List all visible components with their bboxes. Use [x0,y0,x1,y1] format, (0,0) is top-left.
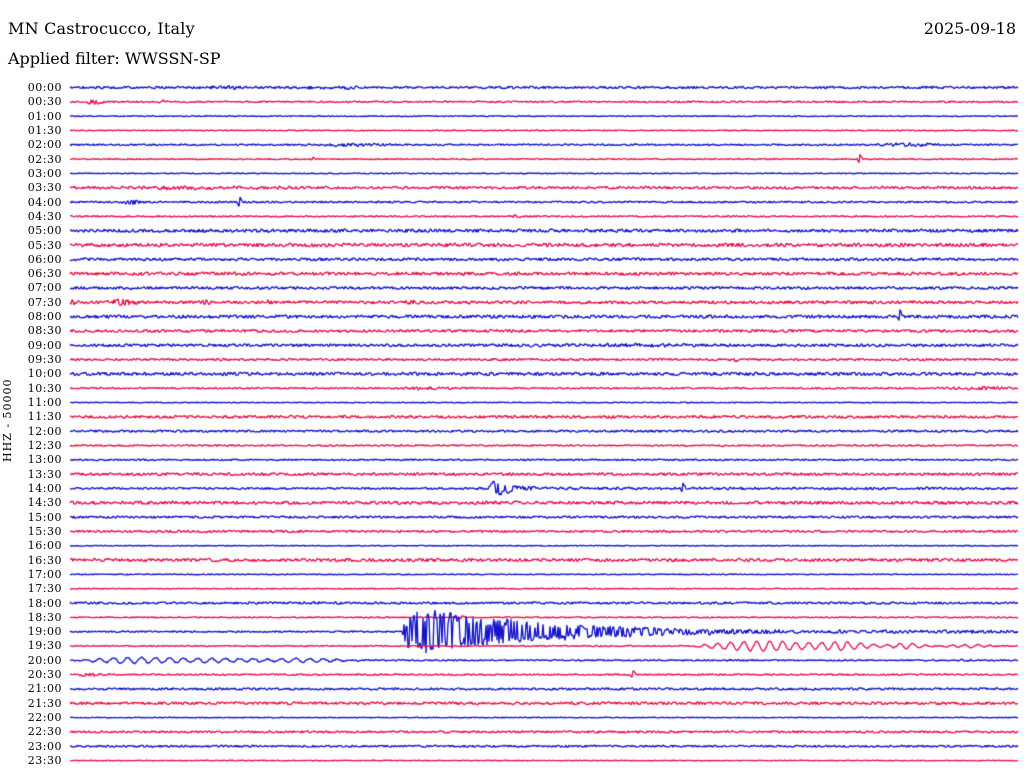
time-label-2230: 22:30 [27,725,62,739]
time-label-1230: 12:30 [27,439,62,452]
time-label-0400: 04:00 [27,195,62,209]
time-label-2130: 21:30 [27,696,62,710]
time-label-1830: 18:30 [27,610,62,624]
time-label-0500: 05:00 [27,224,62,238]
time-label-0730: 07:30 [27,295,62,309]
time-label-0000: 00:00 [27,81,62,94]
time-label-0630: 06:30 [27,267,62,281]
time-label-1500: 15:00 [27,510,62,524]
time-label-1030: 10:30 [27,381,62,395]
time-label-1330: 13:30 [27,467,62,481]
time-label-1730: 17:30 [27,582,62,596]
time-label-0330: 03:30 [27,181,62,195]
time-label-0900: 09:00 [27,338,62,352]
time-label-0800: 08:00 [27,310,62,324]
time-label-2300: 23:00 [27,739,62,753]
time-label-0100: 01:00 [27,109,62,123]
time-label-0030: 00:30 [27,95,62,109]
time-label-1700: 17:00 [27,567,62,581]
time-label-1000: 10:00 [27,367,62,381]
time-label-1300: 13:00 [27,453,62,467]
time-axis-labels: 00:00 00:30 01:00 01:30 02:00 02:30 03:00 03:30… [0,0,64,780]
time-label-2000: 20:00 [27,653,62,667]
time-label-0530: 05:30 [27,238,62,252]
time-label-0300: 03:00 [27,166,62,180]
time-label-2200: 22:00 [27,711,62,725]
time-label-2330: 23:30 [27,754,62,768]
time-label-1100: 11:00 [27,396,62,410]
time-label-1430: 14:30 [27,496,62,510]
time-label-1600: 16:00 [27,539,62,553]
time-label-1530: 15:30 [27,524,62,538]
time-label-1630: 16:30 [27,553,62,567]
time-label-2100: 21:00 [27,682,62,696]
time-label-0830: 08:30 [27,324,62,338]
time-label-2030: 20:30 [27,668,62,682]
time-label-0230: 02:30 [27,152,62,166]
time-label-0200: 02:00 [27,138,62,152]
time-label-0600: 06:00 [27,252,62,266]
time-label-1200: 12:00 [27,424,62,438]
time-label-0700: 07:00 [27,281,62,295]
time-label-1900: 19:00 [27,625,62,639]
time-label-0430: 04:30 [27,209,62,223]
time-label-0130: 01:30 [27,123,62,137]
time-label-1930: 19:30 [27,639,62,653]
time-label-1130: 11:30 [27,410,62,424]
time-label-1800: 18:00 [27,596,62,610]
time-label-1400: 14:00 [27,481,62,495]
time-label-0930: 09:30 [27,353,62,367]
